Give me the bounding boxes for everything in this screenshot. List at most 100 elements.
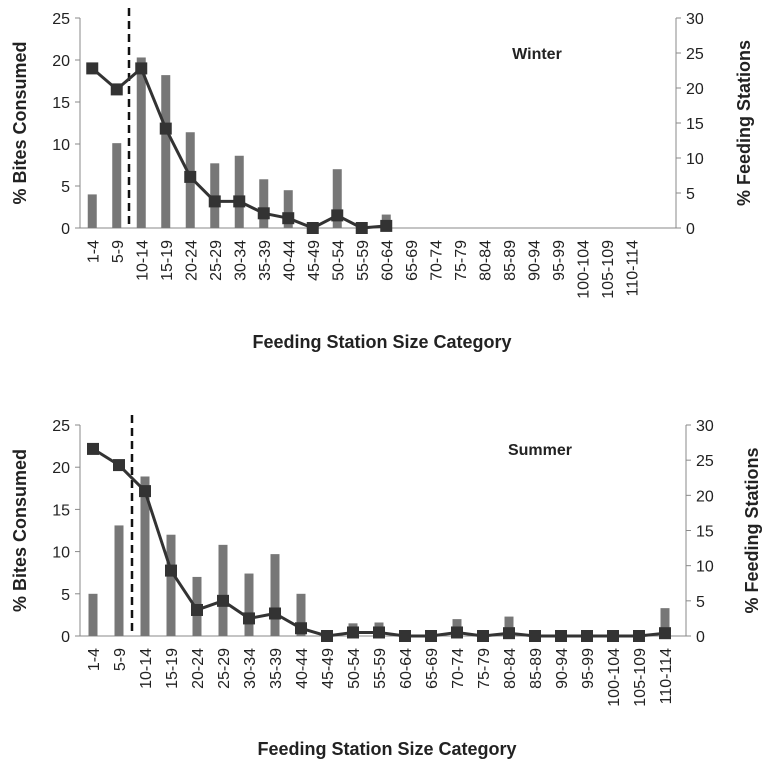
bar — [660, 608, 670, 636]
x-tick-label: 60-64 — [398, 648, 415, 689]
right-tick-label: 20 — [686, 81, 704, 98]
x-tick-label: 60-64 — [379, 240, 396, 281]
bar — [140, 476, 150, 636]
x-tick-label: 35-39 — [257, 240, 274, 281]
right-tick-label: 5 — [696, 594, 705, 611]
right-tick-label: 10 — [686, 151, 704, 168]
line-marker — [233, 195, 246, 208]
bar — [332, 169, 342, 228]
bar — [112, 143, 122, 228]
line-marker — [529, 630, 541, 642]
right-tick-label: 30 — [696, 418, 714, 435]
left-tick-label: 10 — [52, 545, 70, 562]
line-marker — [380, 219, 393, 232]
right-tick-label: 20 — [696, 488, 714, 505]
line-marker — [331, 209, 344, 222]
x-tick-label: 85-89 — [502, 240, 519, 281]
bar — [166, 534, 176, 636]
line-marker — [399, 630, 411, 642]
line-marker — [295, 622, 307, 635]
bar — [270, 554, 280, 636]
y2-axis-title: % Feeding Stations — [742, 447, 762, 613]
line-marker — [257, 207, 270, 220]
right-tick-label: 25 — [686, 46, 704, 63]
bar — [504, 616, 514, 636]
line-marker — [217, 594, 229, 607]
line-marker — [451, 626, 463, 639]
left-tick-label: 5 — [61, 179, 70, 196]
feeding-stations-line — [92, 447, 666, 638]
x-tick-label: 75-79 — [476, 648, 493, 689]
x-tick-label: 100-104 — [606, 648, 623, 707]
x-tick-label: 100-104 — [575, 240, 592, 299]
x-tick-label: 25-29 — [216, 648, 233, 689]
x-tick-label: 80-84 — [477, 240, 494, 281]
x-tick-label: 1-4 — [85, 240, 102, 263]
right-tick-label: 15 — [696, 524, 714, 541]
line-marker — [135, 62, 148, 75]
x-tick-label: 95-99 — [580, 648, 597, 689]
line-marker — [306, 222, 319, 234]
season-label: Winter — [512, 46, 562, 63]
line-marker — [477, 630, 489, 642]
left-tick-label: 10 — [52, 137, 70, 154]
right-tick-label: 5 — [686, 186, 695, 203]
x-tick-label: 40-44 — [281, 240, 298, 281]
line-marker — [321, 630, 333, 642]
bar — [234, 155, 244, 228]
bar — [259, 179, 269, 228]
x-tick-label: 75-79 — [453, 240, 470, 281]
x-tick-label: 70-74 — [428, 240, 445, 281]
left-tick-label: 20 — [52, 53, 70, 70]
line-marker — [607, 630, 619, 642]
right-tick-label: 30 — [686, 11, 704, 28]
left-tick-label: 5 — [61, 587, 70, 604]
line-marker — [165, 564, 177, 577]
right-tick-label: 0 — [686, 221, 695, 238]
x-tick-label: 45-49 — [306, 240, 323, 281]
left-tick-label: 0 — [61, 221, 70, 238]
x-tick-label: 55-59 — [372, 648, 389, 689]
x-tick-label: 30-34 — [232, 240, 249, 281]
line-marker — [355, 222, 368, 234]
line-marker — [184, 170, 197, 183]
line-marker — [659, 627, 671, 640]
x-axis-title: Feeding Station Size Category — [257, 739, 516, 759]
line-marker — [110, 83, 123, 96]
right-tick-label: 10 — [696, 559, 714, 576]
y-axis-title: % Bites Consumed — [10, 41, 30, 204]
line-marker — [208, 195, 221, 208]
left-tick-label: 25 — [52, 418, 70, 435]
line-marker — [425, 630, 437, 642]
x-tick-label: 55-59 — [355, 240, 372, 281]
x-tick-label: 1-4 — [86, 648, 103, 671]
right-tick-label: 25 — [696, 453, 714, 470]
x-tick-label: 110-114 — [624, 240, 641, 296]
line-marker — [555, 630, 567, 642]
line-marker — [373, 626, 385, 639]
bar — [114, 525, 124, 636]
summer-chart: 0 5 10 15 20 25 0 5 10 15 20 25 30 1-4 5-9 10-14 15-19 20… — [10, 415, 762, 759]
x-tick-label: 5-9 — [112, 648, 129, 671]
x-tick-label: 35-39 — [268, 648, 285, 689]
x-tick-label: 50-54 — [346, 648, 363, 689]
x-tick-label: 80-84 — [502, 648, 519, 689]
bar — [88, 593, 98, 636]
x-tick-label: 90-94 — [526, 240, 543, 281]
line-marker — [347, 626, 359, 639]
x-axis-title: Feeding Station Size Category — [252, 332, 511, 352]
x-tick-label: 70-74 — [450, 648, 467, 689]
bar — [161, 75, 171, 229]
left-tick-label: 15 — [52, 95, 70, 112]
left-tick-label: 15 — [52, 502, 70, 519]
x-tick-label: 10-14 — [138, 648, 155, 689]
x-tick-label: 5-9 — [110, 240, 127, 263]
left-tick-label: 25 — [52, 11, 70, 28]
line-marker — [633, 630, 645, 642]
bar — [136, 57, 146, 229]
right-tick-label: 15 — [686, 116, 704, 133]
x-tick-label: 15-19 — [164, 648, 181, 689]
line-marker — [269, 607, 281, 620]
y-axis-title: % Bites Consumed — [10, 449, 30, 612]
